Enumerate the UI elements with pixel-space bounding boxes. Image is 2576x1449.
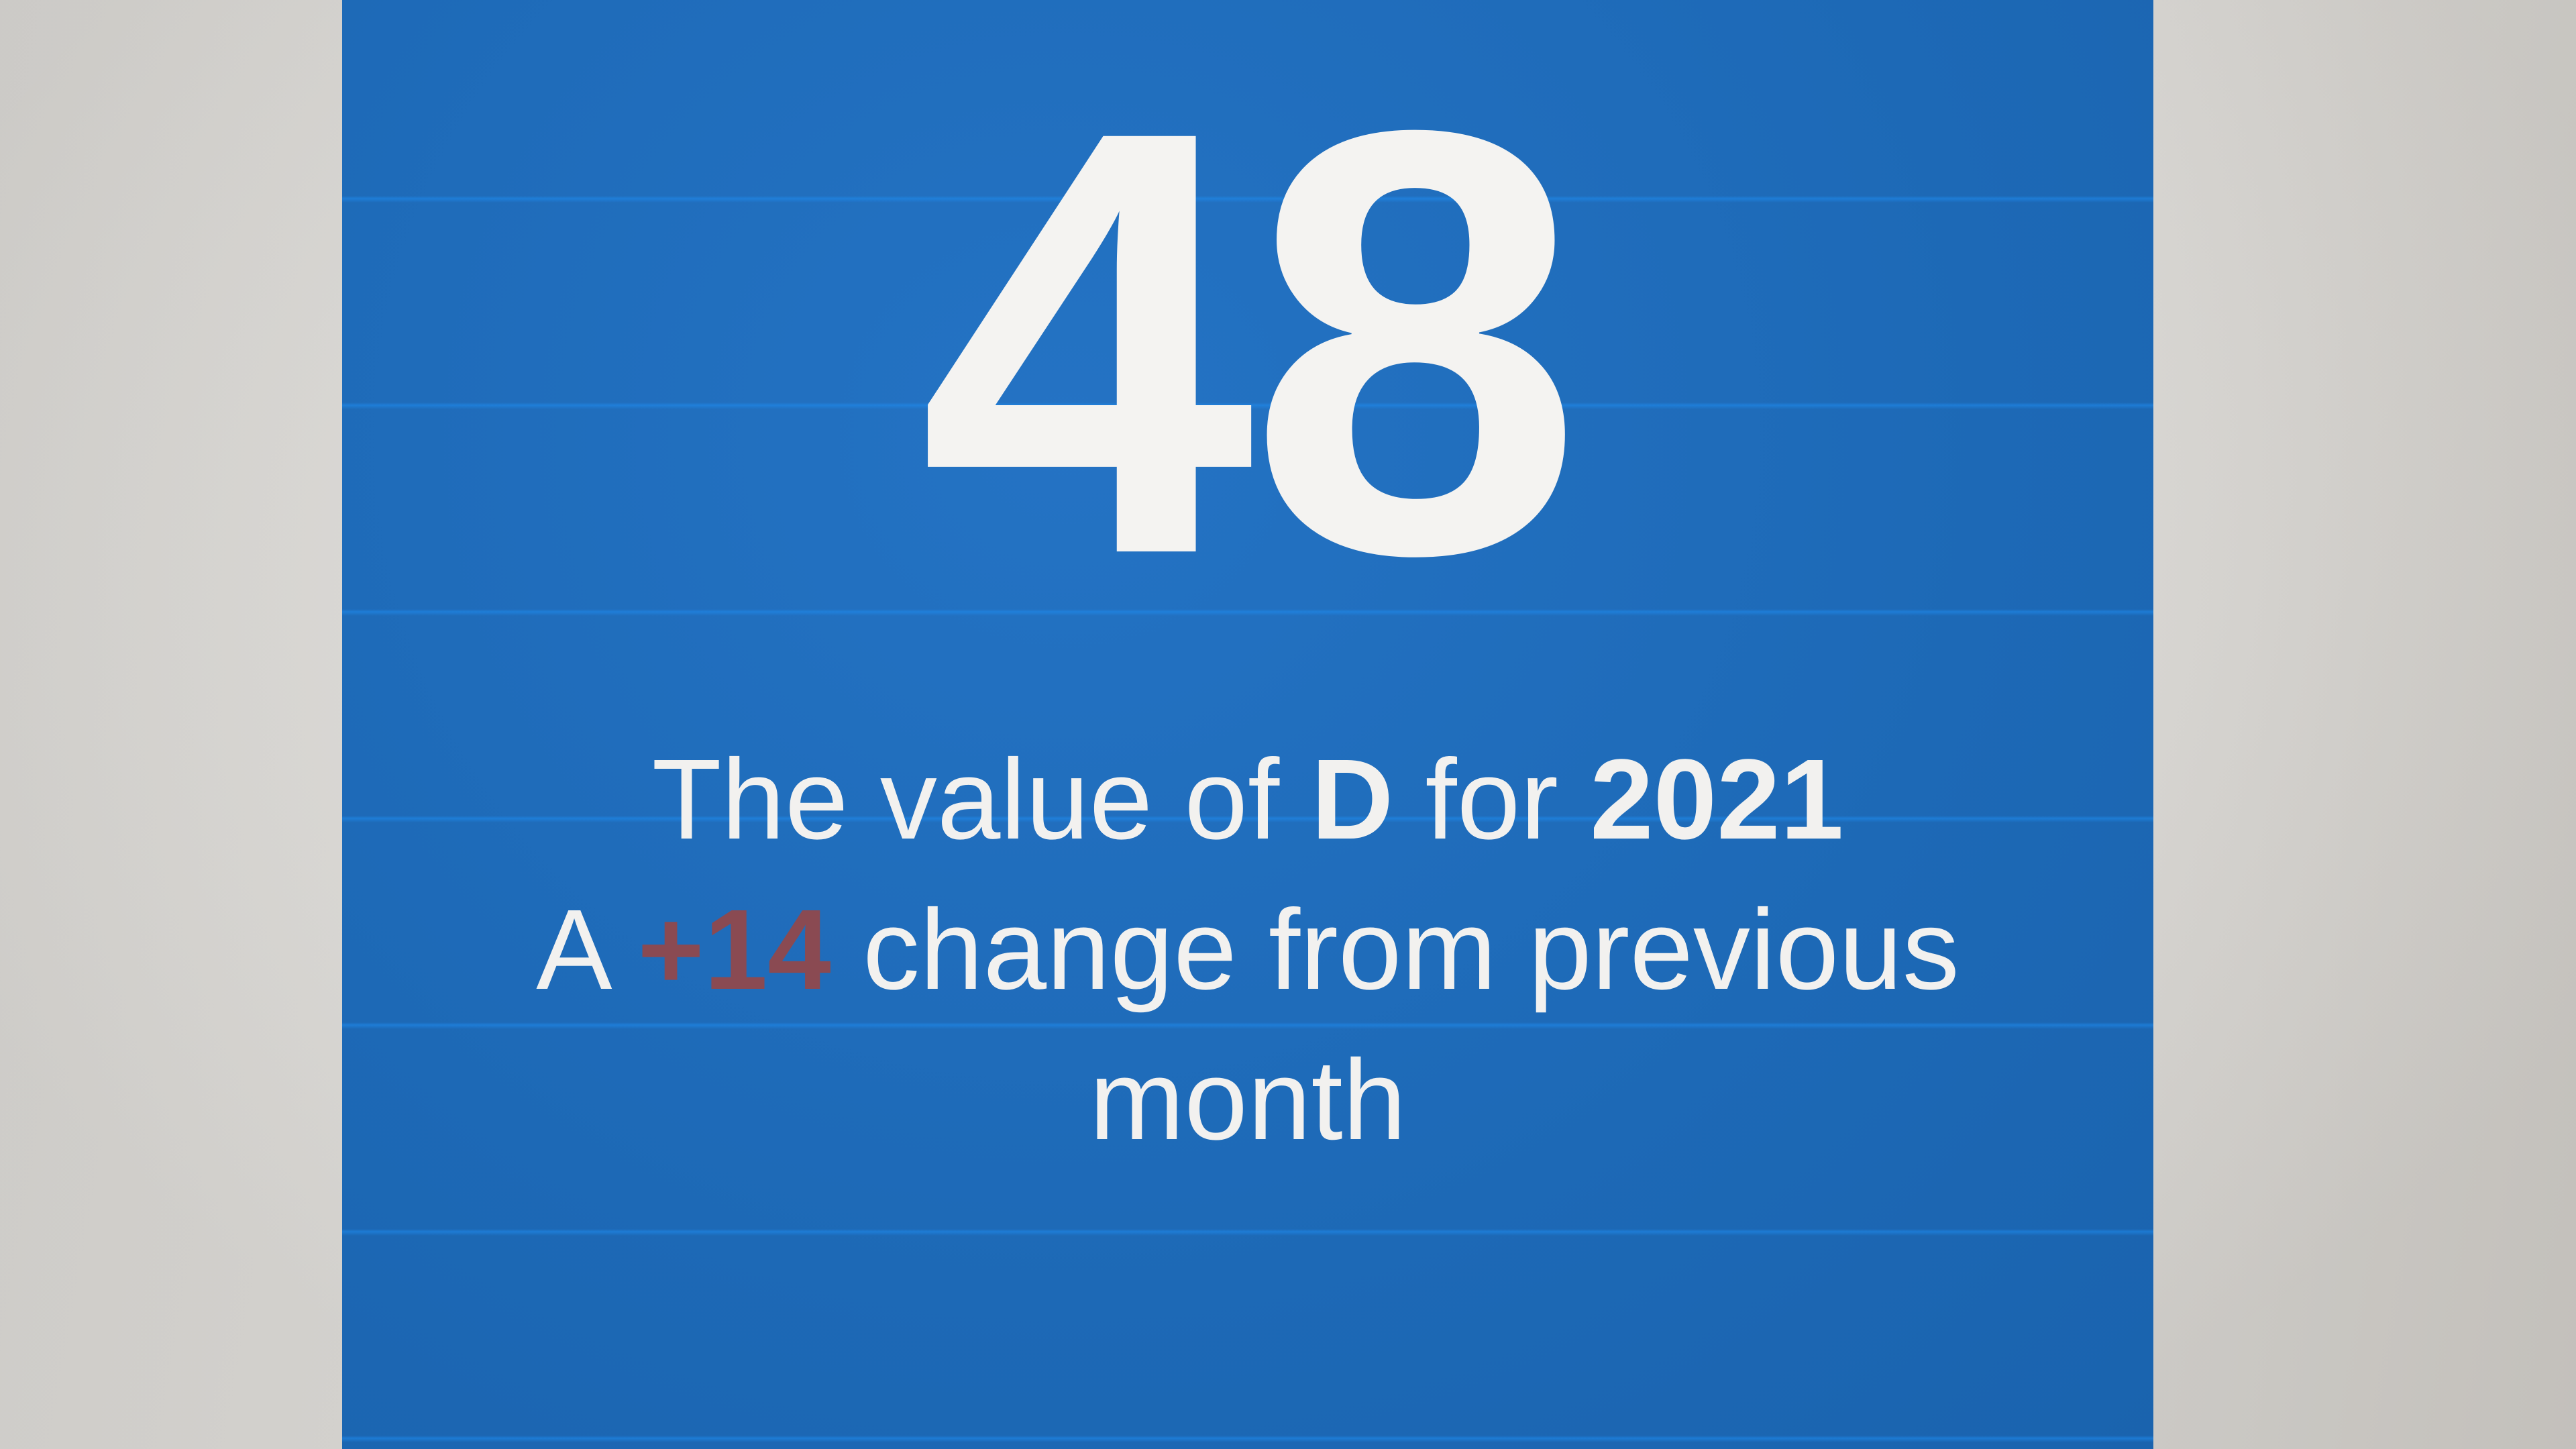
year-label: 2021 xyxy=(1590,736,1844,863)
kpi-value: 48 xyxy=(918,5,1583,680)
caption-prefix: The value of xyxy=(651,736,1311,863)
caption-line-3: month xyxy=(1089,1036,1407,1164)
series-name: D xyxy=(1311,736,1394,863)
delta-value: +14 xyxy=(637,886,831,1014)
caption-middle: for xyxy=(1393,736,1591,863)
caption-line-1: The value of D for 2021 xyxy=(342,724,2153,875)
kpi-card: 48 The value of D for 2021 A +14 change … xyxy=(342,0,2153,1449)
change-suffix: change from previous xyxy=(830,886,1960,1014)
kpi-caption: The value of D for 2021 A +14 change fro… xyxy=(342,724,2153,1175)
caption-line-2: A +14 change from previous xyxy=(342,875,2153,1025)
change-prefix: A xyxy=(536,886,638,1014)
